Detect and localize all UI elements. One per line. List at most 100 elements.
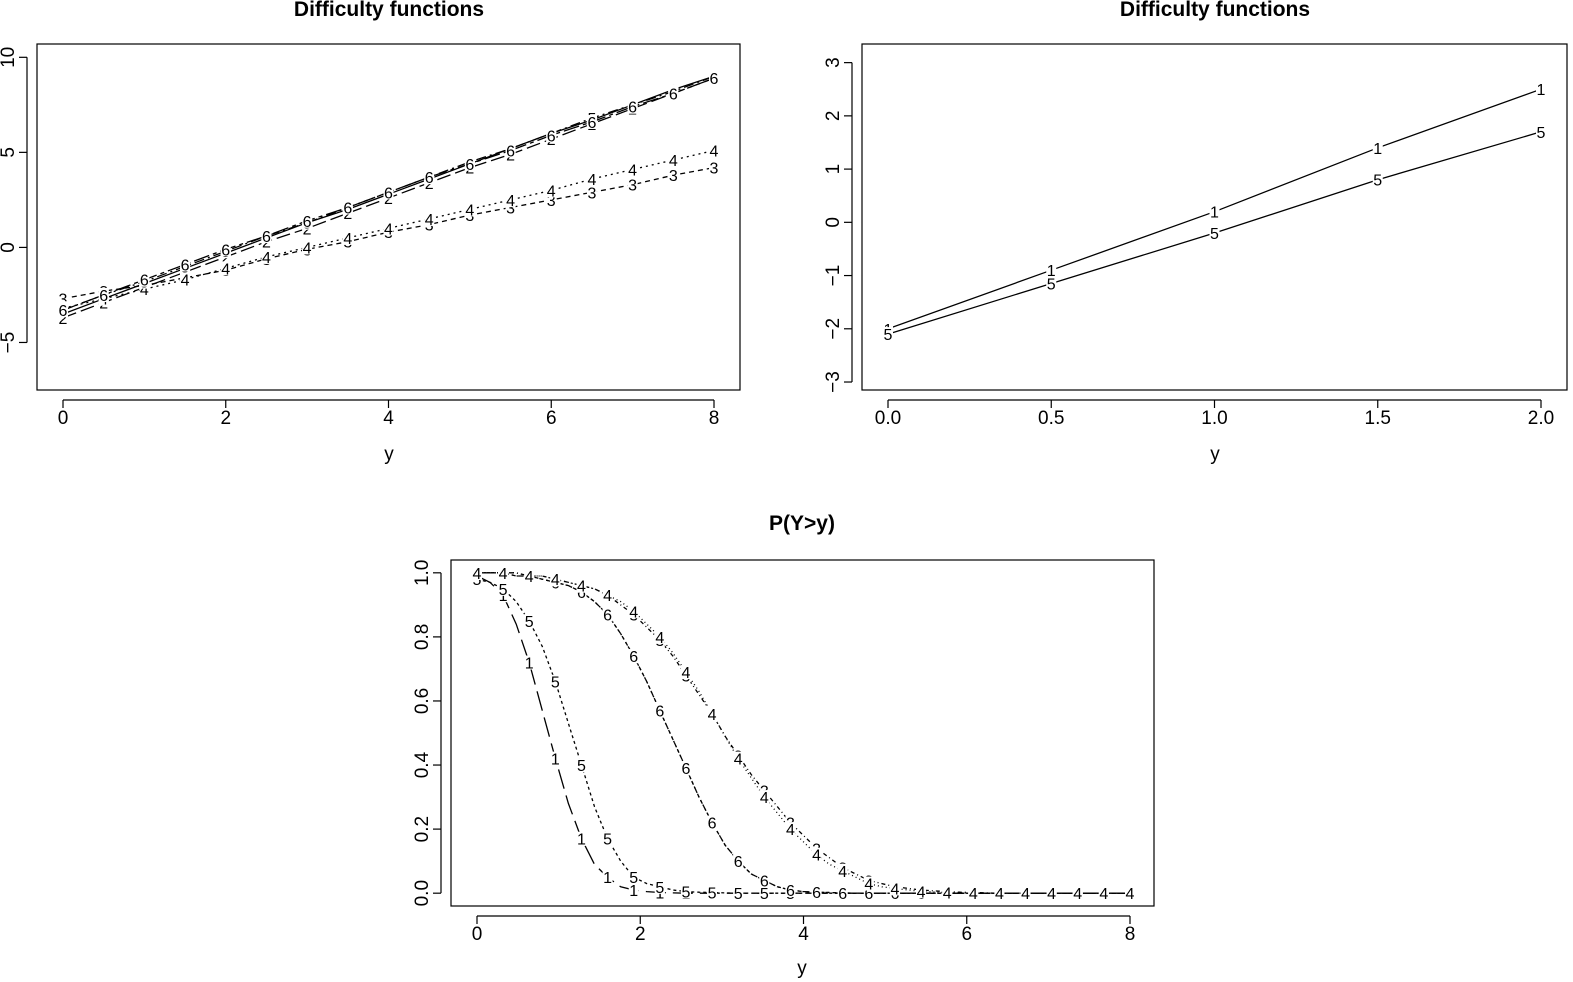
point-label: 4	[655, 630, 664, 647]
point-label: 4	[917, 884, 926, 901]
point-marker-bg	[889, 881, 900, 896]
point-marker-bg	[759, 873, 770, 888]
point-label: 2	[425, 176, 434, 193]
point-label: 4	[140, 282, 149, 299]
point-marker-bg	[1372, 172, 1383, 187]
x-tick-label: 2	[220, 408, 231, 429]
point-marker-bg	[1209, 225, 1220, 240]
x-tick-label: 2.0	[1528, 408, 1554, 429]
series-line	[477, 572, 1130, 894]
point-label: 4	[1021, 886, 1030, 903]
x-tick-label: 2	[635, 924, 646, 945]
point-label: 4	[221, 261, 230, 278]
point-marker-bg	[602, 588, 613, 603]
point-marker-bg	[837, 885, 848, 900]
point-marker-bg	[811, 847, 822, 862]
x-tick-label: 8	[709, 408, 720, 429]
point-label: 5	[1047, 277, 1056, 294]
point-label: 1	[577, 832, 586, 849]
point-label: 5	[603, 832, 612, 849]
y-tick-label: 0.8	[412, 624, 433, 650]
point-label: 6	[262, 229, 271, 246]
point-label: 1	[655, 886, 664, 903]
point-label: 4	[1126, 886, 1135, 903]
point-marker-bg	[602, 870, 613, 885]
point-marker-bg	[472, 565, 482, 580]
point-label: 4	[760, 790, 769, 807]
series-line	[62, 149, 715, 309]
point-marker-bg	[627, 177, 638, 192]
series-1: 11111111111111111111111111	[472, 569, 1135, 903]
point-label: 3	[710, 161, 719, 178]
point-label: 5	[760, 886, 769, 903]
point-label: 2	[303, 221, 312, 238]
point-marker-bg	[628, 604, 639, 619]
point-marker-bg	[524, 613, 535, 628]
y-tick-label: 10	[0, 47, 19, 68]
point-label: 3	[506, 200, 515, 217]
point-marker-bg	[342, 230, 353, 245]
point-marker-bg	[968, 886, 979, 901]
series-5: 5 5 5 5 5	[883, 125, 1546, 344]
x-axis-label: y	[1210, 444, 1220, 465]
point-label: 6	[587, 115, 596, 132]
point-marker-bg	[424, 170, 435, 185]
point-marker-bg	[58, 310, 68, 325]
point-label: 4	[734, 752, 743, 769]
y-tick-label: −1	[823, 265, 844, 287]
point-label: 6	[181, 258, 190, 275]
x-tick-label: 0.5	[1038, 408, 1064, 429]
y-tick-label: −5	[0, 332, 19, 354]
point-marker-bg	[785, 822, 796, 837]
point-label: 4	[425, 212, 434, 229]
point-marker-bg	[668, 168, 679, 183]
y-tick-label: 5	[0, 147, 19, 158]
point-marker-bg	[546, 128, 557, 143]
point-label: 4	[551, 572, 560, 589]
point-marker-bg	[759, 790, 770, 805]
point-marker-bg	[628, 882, 639, 897]
point-label: 5	[655, 880, 664, 897]
point-label: 4	[262, 250, 271, 267]
point-marker-bg	[785, 882, 796, 897]
y-tick-label: −3	[823, 371, 844, 393]
point-marker-bg	[550, 572, 561, 587]
point-marker-bg	[668, 86, 679, 101]
point-marker-bg	[654, 879, 665, 894]
point-marker-bg	[139, 282, 150, 297]
point-marker-bg	[709, 143, 719, 158]
point-label: 6	[506, 143, 515, 160]
point-marker-bg	[994, 886, 1005, 901]
point-marker-bg	[505, 200, 516, 215]
x-tick-label: 1.0	[1201, 408, 1227, 429]
point-marker-bg	[627, 162, 638, 177]
point-label: 4	[343, 231, 352, 248]
point-label: 4	[682, 665, 691, 682]
point-label: 5	[577, 758, 586, 775]
point-marker-bg	[498, 565, 509, 580]
point-marker-bg	[707, 706, 718, 721]
point-label: 4	[577, 579, 586, 596]
point-label: 6	[303, 214, 312, 231]
point-label: 4	[710, 143, 719, 160]
point-label: 6	[734, 854, 743, 871]
point-marker-bg	[464, 202, 475, 217]
point-label: 4	[384, 221, 393, 238]
point-label: 3	[628, 178, 637, 195]
panel-survival-probability: 024680.00.20.40.60.81.011111111111111111…	[412, 512, 1155, 979]
point-marker-bg	[1372, 140, 1383, 155]
panel-difficulty-functions-left: 02468−5051011111111111111111222222222222…	[0, 0, 741, 465]
series-line	[62, 166, 715, 300]
panel-difficulty-functions-right: 0.00.51.01.52.0−3−2−101231111155555Diffi…	[823, 0, 1568, 465]
y-tick-label: 0	[0, 242, 19, 253]
point-marker-bg	[1072, 886, 1083, 901]
point-label: 2	[262, 235, 271, 252]
point-marker-bg	[180, 272, 191, 287]
point-label: 4	[812, 848, 821, 865]
point-label: 6	[577, 585, 586, 602]
y-axis: −3 −2 −1 0 1 2 3	[823, 57, 853, 393]
point-label: 6	[343, 200, 352, 217]
point-marker-bg	[302, 240, 313, 255]
point-marker-bg	[546, 183, 557, 198]
